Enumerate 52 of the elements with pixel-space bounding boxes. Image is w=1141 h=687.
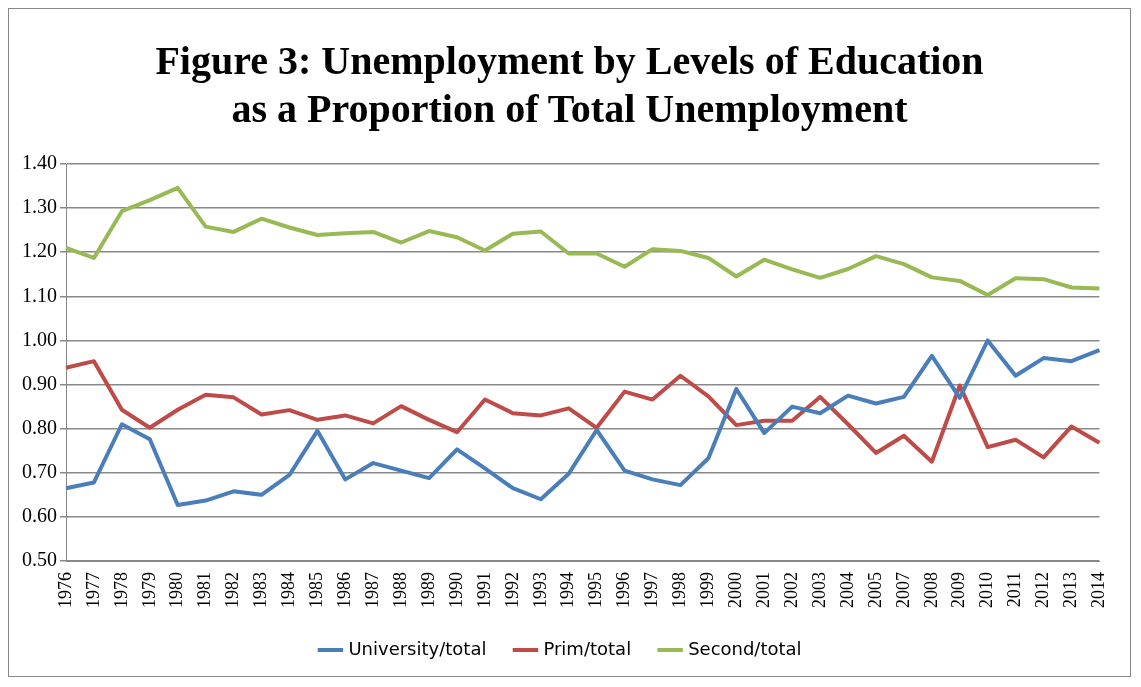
y-tick-label: 1.10: [22, 283, 57, 306]
x-tick-label: 2001: [752, 572, 773, 608]
x-tick-label: 2008: [920, 572, 941, 608]
x-tick-label: 1986: [334, 572, 355, 608]
x-tick-label: 1991: [473, 572, 494, 608]
x-tick-label: 2010: [976, 572, 997, 608]
x-tick-label: 2000: [725, 572, 746, 608]
y-tick-label: 1.30: [22, 195, 57, 218]
x-tick-label: 1979: [138, 572, 159, 608]
x-tick-label: 2005: [864, 572, 885, 608]
x-tick-label: 1993: [529, 572, 550, 608]
x-tick-label: 1992: [501, 572, 522, 608]
x-tick-label: 2014: [1088, 572, 1109, 608]
x-tick-label: 1987: [361, 572, 382, 608]
x-tick-label: 1978: [110, 572, 131, 608]
x-tick-label: 1995: [585, 572, 606, 608]
y-tick-label: 1.00: [22, 327, 57, 350]
y-tick-label: 1.20: [22, 239, 57, 262]
x-tick-label: 1999: [697, 572, 718, 608]
legend-label: University/total: [348, 637, 487, 659]
x-tick-label: 1997: [641, 572, 662, 608]
x-tick-label: 1983: [250, 572, 271, 608]
x-tick-label: 2013: [1060, 572, 1081, 608]
x-tick-label: 1990: [445, 572, 466, 608]
x-tick-label: 1996: [613, 572, 634, 608]
x-tick-label: 1982: [222, 572, 243, 608]
legend-label: Second/total: [688, 637, 802, 659]
x-tick-label: 1977: [82, 572, 103, 608]
x-tick-label: 1998: [669, 572, 690, 608]
x-tick-label: 2012: [1032, 572, 1053, 608]
x-tick-label: 1989: [417, 572, 438, 608]
y-tick-label: 0.60: [22, 504, 57, 527]
chart-title: Figure 3: Unemployment by Levels of Education as a Proportion of Total Unemployment: [154, 37, 985, 133]
x-tick-label: 1994: [557, 572, 578, 608]
x-tick-label: 1985: [306, 572, 327, 608]
y-tick-label: 0.70: [22, 460, 57, 483]
x-tick-label: 1976: [54, 572, 75, 608]
x-tick-label: 2002: [780, 572, 801, 608]
x-tick-label: 2004: [836, 572, 857, 608]
x-tick-label: 2007: [892, 572, 913, 608]
y-tick-label: 0.90: [22, 371, 57, 394]
x-tick-label: 2011: [1004, 572, 1025, 608]
x-tick-label: 1988: [389, 572, 410, 608]
x-tick-label: 2003: [808, 572, 829, 608]
y-tick-label: 0.50: [22, 548, 57, 571]
legend-label: Prim/total: [543, 637, 632, 659]
y-tick-label: 0.80: [22, 415, 57, 438]
x-tick-label: 1981: [194, 572, 215, 608]
x-tick-label: 1980: [166, 572, 187, 608]
y-tick-label: 1.40: [22, 151, 57, 174]
x-tick-label: 1984: [278, 572, 299, 608]
x-tick-label: 2009: [948, 572, 969, 608]
